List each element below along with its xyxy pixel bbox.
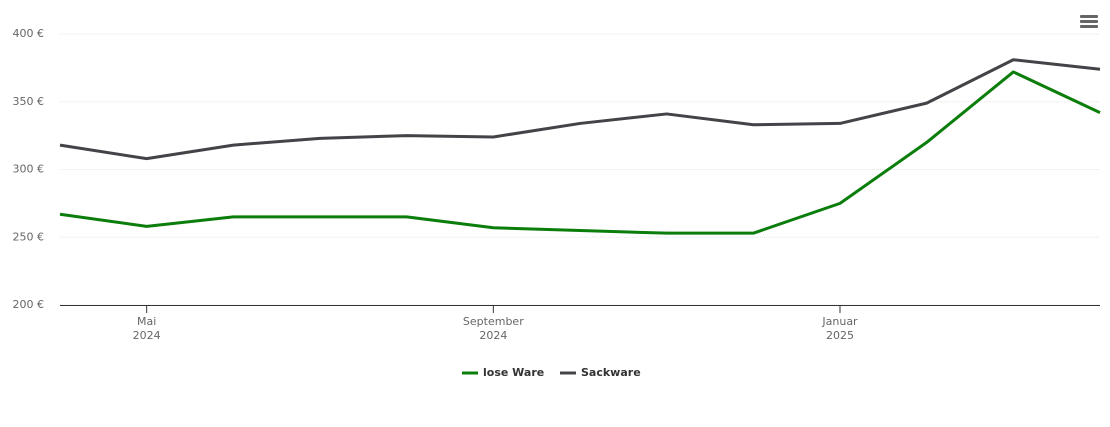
legend-item[interactable]: Sackware [560, 366, 641, 379]
x-tick-label: Mai 2024 [133, 315, 161, 342]
x-tick-label: September 2024 [463, 315, 524, 342]
y-tick-label: 300 € [13, 163, 45, 176]
legend-label: Sackware [581, 366, 641, 379]
series-line [59, 70, 1101, 235]
y-tick-label: 400 € [13, 27, 45, 40]
y-tick-label: 250 € [13, 230, 45, 243]
x-tick-label-line: 2024 [133, 329, 161, 342]
x-tick-label-line: Mai [137, 315, 156, 328]
x-tick-label-line: September [463, 315, 524, 328]
x-tick-label-line: 2025 [826, 329, 854, 342]
x-tick-label-line: 2024 [479, 329, 507, 342]
x-tick-label: Januar 2025 [821, 315, 858, 342]
x-tick-label-line: Januar [821, 315, 858, 328]
y-tick-label: 200 € [13, 298, 45, 311]
y-tick-label: 350 € [13, 95, 45, 108]
series-line [59, 58, 1101, 161]
legend-label: lose Ware [483, 366, 544, 379]
legend-item[interactable]: lose Ware [462, 366, 544, 379]
menu-button[interactable] [1080, 15, 1098, 28]
